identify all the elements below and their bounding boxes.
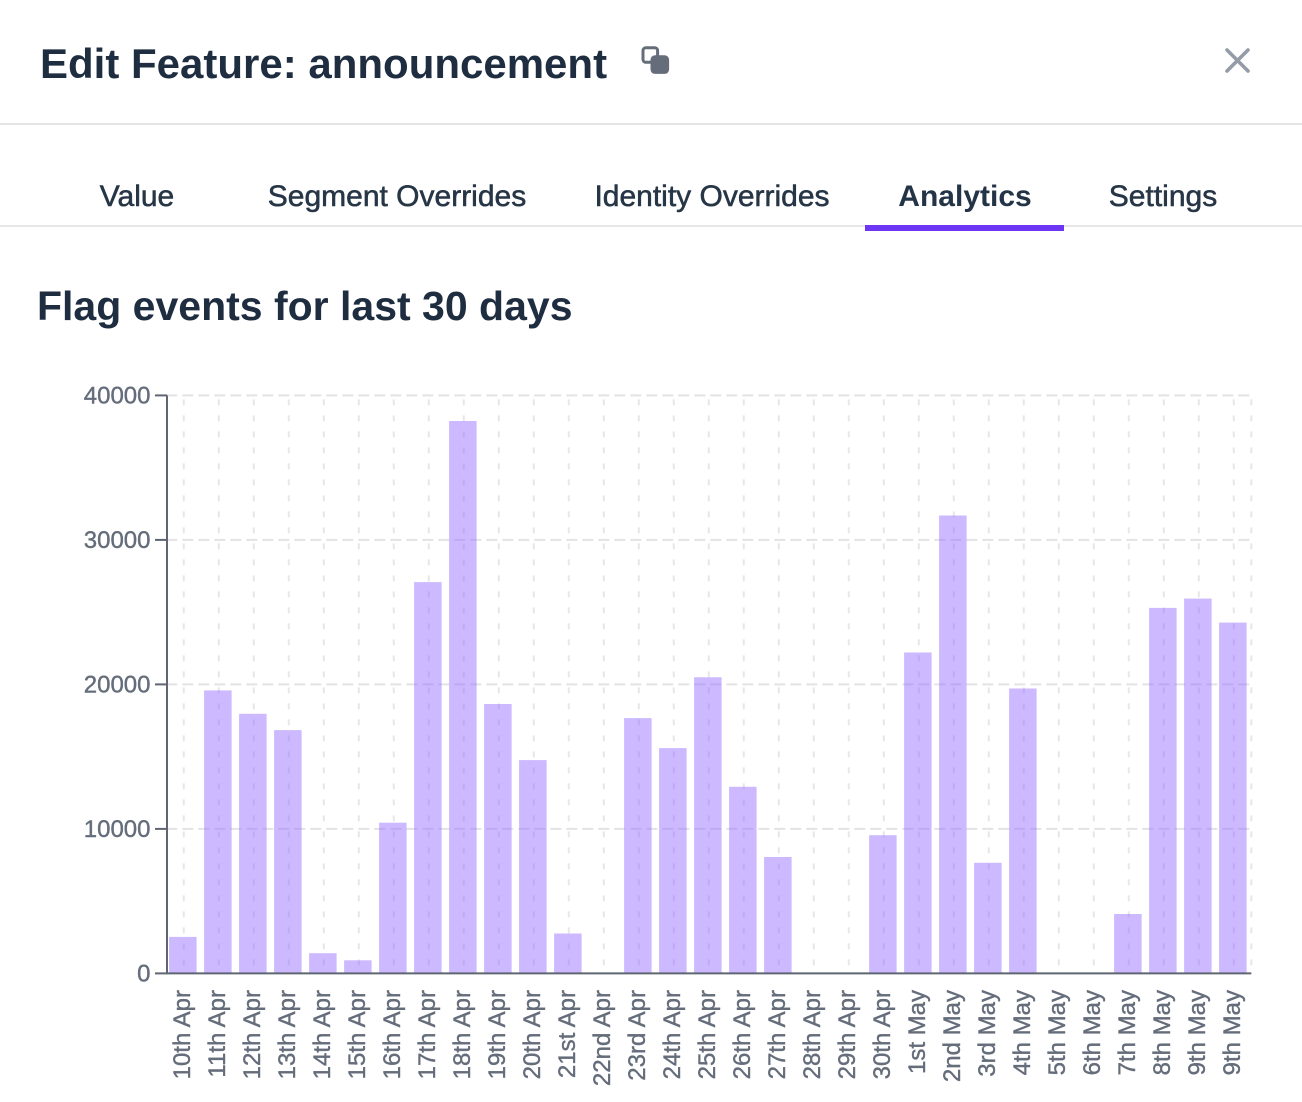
svg-text:17th Apr: 17th Apr [414,990,441,1079]
svg-text:20000: 20000 [84,671,151,698]
svg-text:16th Apr: 16th Apr [379,990,406,1079]
svg-text:3rd May: 3rd May [974,990,1001,1077]
svg-text:13th Apr: 13th Apr [274,990,301,1079]
svg-text:12th Apr: 12th Apr [239,990,266,1079]
svg-text:20th Apr: 20th Apr [519,990,546,1079]
svg-text:7th May: 7th May [1114,990,1141,1075]
svg-text:30th Apr: 30th Apr [869,990,896,1079]
svg-text:11th Apr: 11th Apr [204,990,231,1078]
svg-text:14th Apr: 14th Apr [309,990,336,1079]
svg-text:22nd Apr: 22nd Apr [589,990,616,1086]
svg-text:15th Apr: 15th Apr [344,990,371,1079]
svg-text:24th Apr: 24th Apr [659,990,686,1079]
svg-text:21st Apr: 21st Apr [554,990,581,1078]
svg-text:27th Apr: 27th Apr [764,990,791,1079]
svg-text:10000: 10000 [84,816,151,843]
svg-text:4th May: 4th May [1009,990,1036,1075]
svg-text:18th Apr: 18th Apr [449,990,476,1079]
svg-text:6th May: 6th May [1079,990,1106,1075]
svg-text:10th Apr: 10th Apr [169,990,196,1079]
svg-text:25th Apr: 25th Apr [694,990,721,1079]
svg-text:2nd May: 2nd May [939,990,966,1082]
svg-text:5th May: 5th May [1044,990,1071,1075]
svg-text:23rd Apr: 23rd Apr [624,990,651,1081]
svg-text:19th Apr: 19th Apr [484,990,511,1079]
svg-text:9th May: 9th May [1219,990,1246,1075]
svg-text:8th May: 8th May [1149,990,1176,1075]
svg-text:26th Apr: 26th Apr [729,990,756,1079]
svg-text:28th Apr: 28th Apr [799,990,826,1079]
svg-text:9th May: 9th May [1184,990,1211,1075]
svg-text:29th Apr: 29th Apr [834,990,861,1079]
svg-text:40000: 40000 [84,382,151,409]
svg-text:0: 0 [137,960,150,987]
svg-text:1st May: 1st May [904,990,931,1074]
svg-text:30000: 30000 [84,527,151,554]
